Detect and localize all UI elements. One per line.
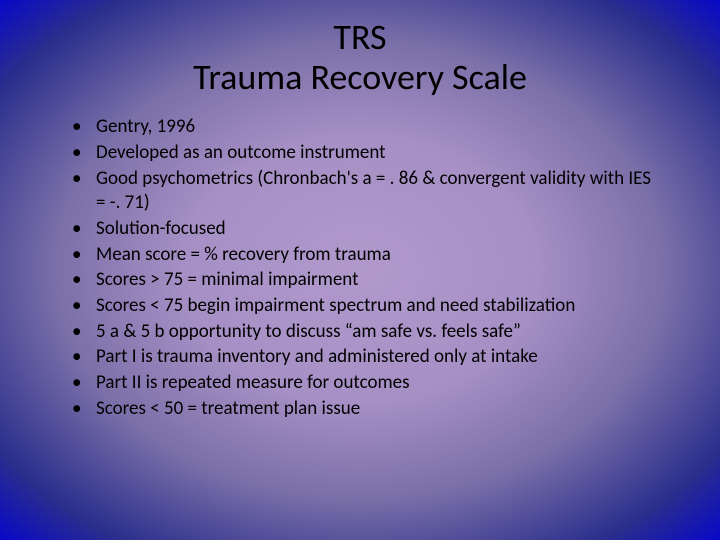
bullet-item: Scores > 75 = minimal impairment xyxy=(72,268,660,293)
bullet-item: Part II is repeated measure for outcomes xyxy=(72,371,660,396)
bullet-item: Scores < 50 = treatment plan issue xyxy=(72,397,660,422)
bullet-item: Good psychometrics (Chronbach's a = . 86… xyxy=(72,167,660,216)
bullet-item: 5 a & 5 b opportunity to discuss “am saf… xyxy=(72,320,660,345)
bullet-item: Scores < 75 begin impairment spectrum an… xyxy=(72,294,660,319)
bullet-item: Solution-focused xyxy=(72,217,660,242)
title-line-2: Trauma Recovery Scale xyxy=(0,58,720,98)
bullet-item: Mean score = % recovery from trauma xyxy=(72,243,660,268)
bullet-item: Developed as an outcome instrument xyxy=(72,141,660,166)
bullet-item: Gentry, 1996 xyxy=(72,115,660,140)
bullet-list: Gentry, 1996 Developed as an outcome ins… xyxy=(0,115,720,421)
bullet-item: Part I is trauma inventory and administe… xyxy=(72,345,660,370)
title-block: TRS Trauma Recovery Scale xyxy=(0,0,720,111)
slide-container: TRS Trauma Recovery Scale Gentry, 1996 D… xyxy=(0,0,720,540)
title-line-1: TRS xyxy=(0,18,720,58)
